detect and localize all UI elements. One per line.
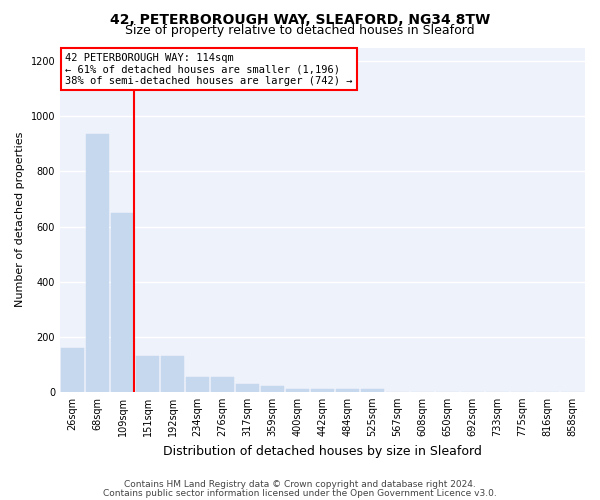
Bar xyxy=(336,388,359,392)
Bar xyxy=(161,356,184,392)
Text: Contains public sector information licensed under the Open Government Licence v3: Contains public sector information licen… xyxy=(103,488,497,498)
Bar xyxy=(61,348,84,392)
Bar xyxy=(111,213,134,392)
Bar xyxy=(211,376,234,392)
Bar xyxy=(86,134,109,392)
Bar xyxy=(236,384,259,392)
Text: Contains HM Land Registry data © Crown copyright and database right 2024.: Contains HM Land Registry data © Crown c… xyxy=(124,480,476,489)
Text: 42, PETERBOROUGH WAY, SLEAFORD, NG34 8TW: 42, PETERBOROUGH WAY, SLEAFORD, NG34 8TW xyxy=(110,12,490,26)
Bar xyxy=(186,376,209,392)
Bar xyxy=(361,389,384,392)
X-axis label: Distribution of detached houses by size in Sleaford: Distribution of detached houses by size … xyxy=(163,444,482,458)
Bar xyxy=(136,356,159,392)
Bar xyxy=(261,386,284,392)
Bar xyxy=(286,388,309,392)
Text: Size of property relative to detached houses in Sleaford: Size of property relative to detached ho… xyxy=(125,24,475,37)
Text: 42 PETERBOROUGH WAY: 114sqm
← 61% of detached houses are smaller (1,196)
38% of : 42 PETERBOROUGH WAY: 114sqm ← 61% of det… xyxy=(65,52,353,86)
Bar xyxy=(311,389,334,392)
Y-axis label: Number of detached properties: Number of detached properties xyxy=(15,132,25,308)
